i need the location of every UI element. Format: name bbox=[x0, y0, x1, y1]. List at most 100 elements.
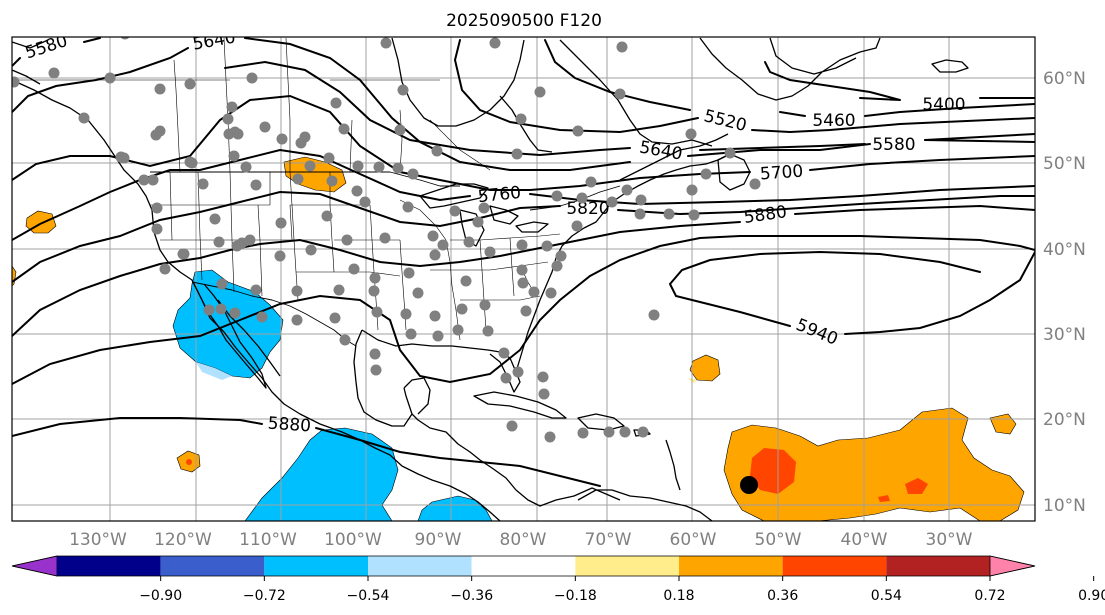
station-dot bbox=[403, 267, 415, 279]
station-dot bbox=[688, 209, 700, 221]
contour-5880-south bbox=[12, 417, 601, 487]
station-dot bbox=[370, 364, 382, 376]
contour-5520 bbox=[453, 39, 1035, 134]
station-dot bbox=[351, 185, 363, 197]
colorbar-segment bbox=[264, 556, 368, 576]
colorbar-tick-label: 0.54 bbox=[871, 588, 902, 604]
contour-5940 bbox=[12, 235, 1035, 385]
station-dot bbox=[479, 299, 491, 311]
station-dot bbox=[341, 234, 353, 246]
colorbar-segment bbox=[471, 556, 576, 576]
station-dot bbox=[551, 190, 563, 202]
border-us-mexico bbox=[191, 281, 357, 347]
station-dot bbox=[291, 314, 303, 326]
station-dot bbox=[429, 310, 441, 322]
station-dot bbox=[48, 67, 60, 79]
station-dot bbox=[369, 272, 381, 284]
contour-5460 bbox=[544, 39, 1035, 117]
station-dot bbox=[482, 325, 494, 337]
station-dot bbox=[304, 160, 316, 172]
station-dot bbox=[118, 152, 130, 164]
station-dot bbox=[506, 420, 518, 432]
station-dot bbox=[621, 184, 633, 196]
contour-label: 5820 bbox=[566, 199, 609, 219]
station-dot bbox=[159, 263, 171, 275]
colorbar-tick-label: 0.18 bbox=[663, 588, 694, 604]
station-dot bbox=[359, 196, 371, 208]
contour-5880 bbox=[12, 204, 1035, 337]
station-dot bbox=[373, 161, 385, 173]
longitude-tick-label: 30°W bbox=[926, 530, 973, 550]
longitude-tick-label: 130°W bbox=[69, 530, 127, 550]
colorbar-segment bbox=[368, 556, 472, 576]
station-dot bbox=[371, 306, 383, 318]
weak-negative-edge bbox=[196, 362, 232, 380]
station-dot bbox=[516, 264, 528, 276]
station-dot bbox=[330, 97, 342, 109]
station-dot bbox=[244, 234, 256, 246]
station-dot bbox=[256, 311, 268, 323]
station-dot bbox=[431, 145, 443, 157]
station-dot bbox=[323, 152, 335, 164]
station-dot bbox=[215, 303, 227, 315]
colorbar bbox=[11, 555, 1036, 577]
station-dot bbox=[222, 113, 234, 125]
station-dot bbox=[429, 249, 441, 261]
station-dot bbox=[619, 426, 631, 438]
station-dot bbox=[379, 232, 391, 244]
station-dot bbox=[229, 307, 241, 319]
station-dot bbox=[460, 275, 472, 287]
station-dot bbox=[544, 431, 556, 443]
coast-alaska bbox=[12, 39, 49, 85]
station-dot bbox=[432, 330, 444, 342]
station-dot bbox=[78, 112, 90, 124]
station-dot bbox=[339, 334, 351, 346]
station-dot bbox=[138, 174, 150, 186]
storm-center-marker bbox=[740, 476, 758, 494]
contour-5760 bbox=[12, 148, 1035, 241]
station-dot bbox=[517, 277, 529, 289]
positive-anomaly-central-atlantic bbox=[689, 354, 721, 382]
station-dot bbox=[463, 236, 475, 248]
latitude-tick-label: 50°N bbox=[1043, 154, 1086, 174]
station-dot bbox=[551, 260, 563, 272]
negative-anomaly-central-america-west bbox=[244, 427, 399, 521]
station-markers bbox=[12, 37, 761, 443]
station-dot bbox=[400, 308, 412, 320]
colorbar-tick-label: −0.36 bbox=[450, 588, 493, 604]
station-dot bbox=[150, 129, 162, 141]
colorbar-segment bbox=[886, 556, 990, 576]
station-dot bbox=[724, 147, 736, 159]
strong-positive-mdr-east bbox=[905, 478, 928, 494]
coast-iceland bbox=[931, 59, 969, 73]
station-dot bbox=[637, 426, 649, 438]
station-dot bbox=[577, 427, 589, 439]
colorbar-tick-label: −0.72 bbox=[243, 588, 286, 604]
station-dot bbox=[392, 162, 404, 174]
longitude-tick-label: 90°W bbox=[415, 530, 462, 550]
coast-gulf-of-mexico bbox=[353, 329, 621, 507]
station-dot bbox=[329, 312, 341, 324]
colorbar-tick-label: −0.54 bbox=[347, 588, 390, 604]
coast-greenland bbox=[699, 37, 881, 101]
station-dot bbox=[571, 220, 583, 232]
station-dot bbox=[572, 125, 584, 137]
station-dot bbox=[472, 216, 484, 228]
contour-5640 bbox=[12, 37, 1035, 171]
station-dot bbox=[184, 78, 196, 90]
latitude-tick-label: 40°N bbox=[1043, 240, 1086, 260]
colorbar-segment bbox=[575, 556, 679, 576]
station-dot bbox=[259, 121, 271, 133]
latitude-tick-label: 20°N bbox=[1043, 410, 1086, 430]
station-dot bbox=[449, 205, 461, 217]
station-dot bbox=[402, 201, 414, 213]
colorbar-segment bbox=[57, 556, 161, 576]
strong-positive-pacific-small bbox=[186, 459, 192, 465]
station-dot bbox=[685, 128, 697, 140]
station-dot bbox=[606, 196, 618, 208]
station-dot bbox=[246, 72, 258, 84]
station-dot bbox=[151, 223, 163, 235]
coast-gulf-california bbox=[217, 299, 281, 377]
station-dot bbox=[397, 84, 409, 96]
station-dot bbox=[104, 72, 116, 84]
